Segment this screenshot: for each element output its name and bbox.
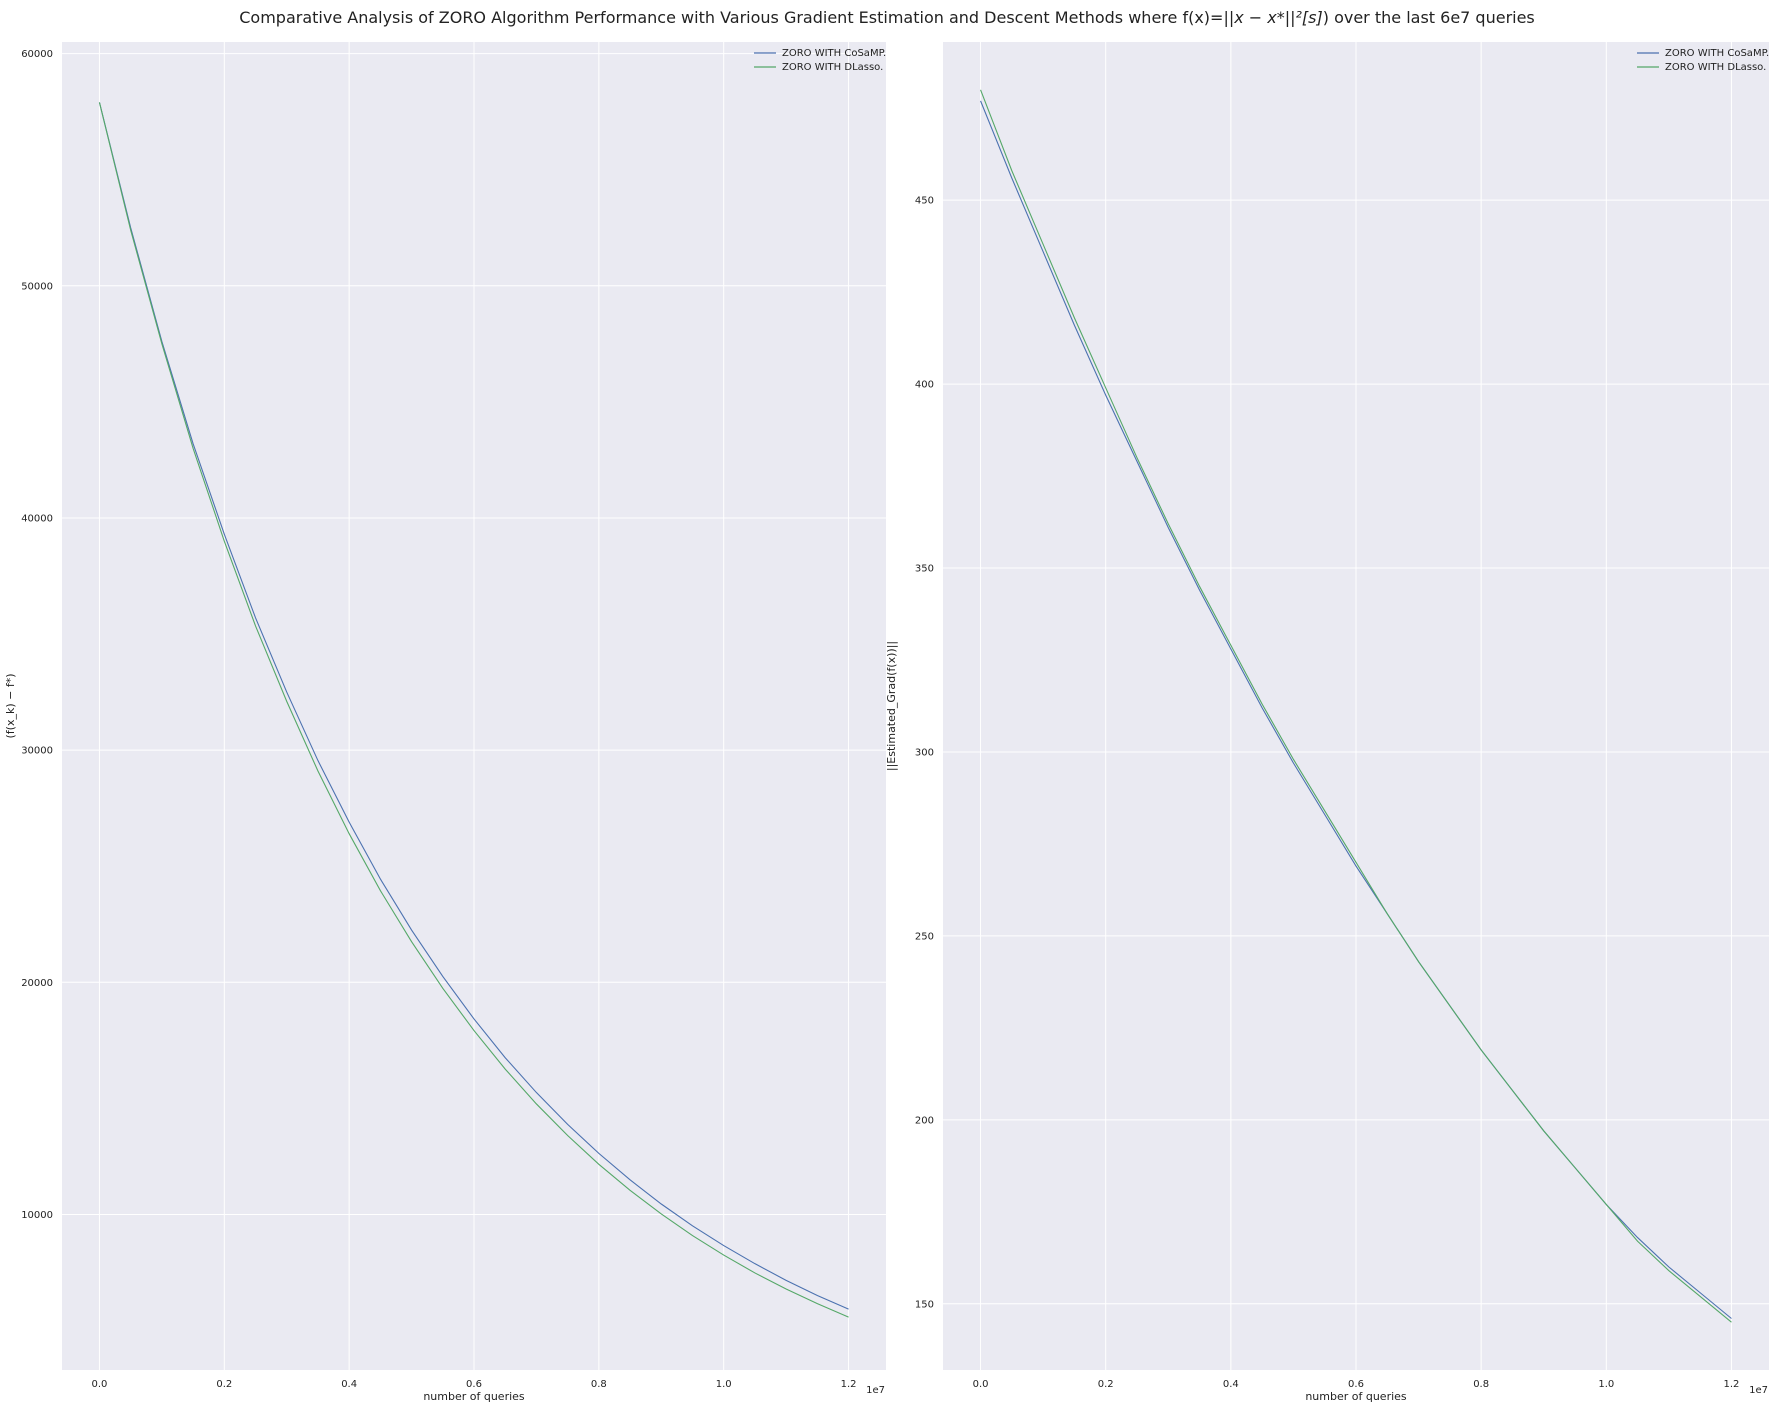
- right-plot-panel: 0.0 0.2 0.4 0.6 0.8 1.0 1.2 150 200 250 300 350 400 4…: [885, 42, 1769, 1403]
- left-x-tick-label: 0.2: [216, 1379, 232, 1390]
- right-x-tick-label: 1.2: [1724, 1379, 1740, 1390]
- left-plot-panel: 0.0 0.2 0.4 0.6 0.8 1.0 1.2 10000 20000 30000 4000…: [4, 42, 886, 1403]
- left-x-tick-label: 0.4: [341, 1379, 357, 1390]
- right-y-tick-label: 250: [915, 931, 934, 942]
- right-y-tick-label: 450: [915, 196, 934, 207]
- right-x-tick-label: 0.0: [973, 1379, 989, 1390]
- right-y-tick-label: 350: [915, 564, 934, 575]
- right-y-axis-label: ||Estimated_Grad(f(x))||: [885, 641, 898, 771]
- right-y-tick-label: 200: [915, 1115, 934, 1126]
- right-x-axis-label: number of queries: [1305, 1390, 1407, 1403]
- left-y-tick-label: 30000: [21, 746, 53, 757]
- figure-title: Comparative Analysis of ZORO Algorithm P…: [239, 8, 1535, 27]
- right-x-tick-label: 0.6: [1348, 1379, 1364, 1390]
- right-legend-label-dlasso: ZORO WITH DLasso.: [1665, 62, 1766, 73]
- left-x-tick-label: 0.0: [92, 1379, 108, 1390]
- left-x-offset-label: 1e7: [866, 1385, 885, 1396]
- right-x-tick-label: 0.4: [1223, 1379, 1239, 1390]
- left-x-tick-label: 1.2: [841, 1379, 857, 1390]
- left-y-tick-label: 60000: [21, 49, 53, 60]
- left-y-tick-label: 20000: [21, 978, 53, 989]
- left-x-tick-label: 1.0: [716, 1379, 732, 1390]
- left-series-line-cosamp: [98, 102, 849, 1310]
- right-x-tick-label: 0.2: [1098, 1379, 1114, 1390]
- figure-title-prefix: Comparative Analysis of ZORO Algorithm P…: [239, 8, 1223, 27]
- right-legend-label-cosamp: ZORO WITH CoSaMP.: [1665, 48, 1769, 59]
- right-x-offset-label: 1e7: [1749, 1385, 1768, 1396]
- right-x-tick-label: 0.8: [1473, 1379, 1489, 1390]
- right-x-tick-label: 1.0: [1598, 1379, 1614, 1390]
- left-legend-label-cosamp: ZORO WITH CoSaMP.: [782, 48, 886, 59]
- figure-title-suffix: ) over the last 6e7 queries: [1323, 8, 1535, 27]
- left-y-tick-label: 40000: [21, 513, 53, 524]
- left-series-line-dlasso: [98, 102, 849, 1318]
- figure-title-math: ||x − x*||²[s]: [1223, 8, 1322, 27]
- left-y-tick-label: 50000: [21, 281, 53, 292]
- left-x-tick-label: 0.8: [591, 1379, 607, 1390]
- left-x-tick-label: 0.6: [466, 1379, 482, 1390]
- left-x-axis-label: number of queries: [423, 1390, 525, 1403]
- right-series-line-dlasso: [980, 89, 1732, 1323]
- right-y-tick-label: 400: [915, 380, 934, 391]
- right-y-tick-label: 150: [915, 1299, 934, 1310]
- right-y-tick-label: 300: [915, 747, 934, 758]
- left-y-axis-label: (f(x_k) − f*): [4, 673, 17, 738]
- left-y-tick-label: 10000: [21, 1210, 53, 1221]
- left-legend-label-dlasso: ZORO WITH DLasso.: [782, 62, 883, 73]
